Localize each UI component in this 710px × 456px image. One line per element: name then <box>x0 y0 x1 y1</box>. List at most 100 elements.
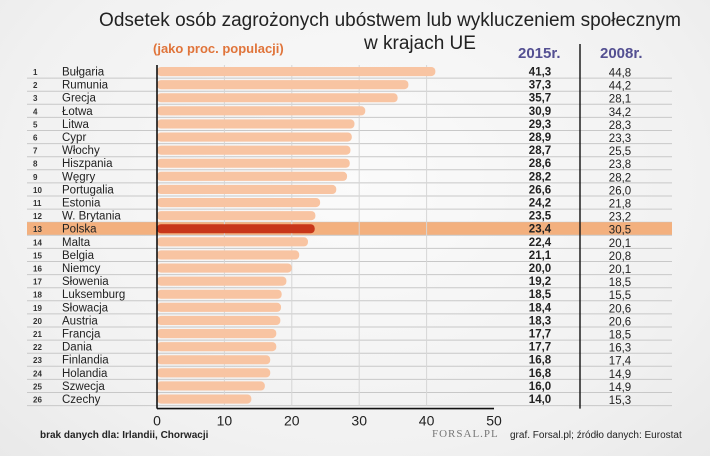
rank-label: 20 <box>33 317 42 326</box>
bar-Dania <box>157 342 277 352</box>
rank-label: 6 <box>33 134 38 143</box>
footnote: brak danych dla: Irlandii, Chorwacji <box>40 430 209 441</box>
value-2015: 19,2 <box>529 276 551 288</box>
chart-title-line2: w krajach UE <box>364 33 476 54</box>
value-2008: 20,6 <box>609 303 631 315</box>
rank-label: 12 <box>33 212 42 221</box>
rank-label: 4 <box>33 107 38 116</box>
bar-Niemcy <box>157 263 292 273</box>
value-2015: 18,3 <box>529 315 551 327</box>
value-2008: 20,1 <box>609 238 631 250</box>
country-label: Portugalia <box>62 184 114 196</box>
rank-label: 14 <box>33 238 42 247</box>
value-2015: 18,4 <box>529 302 552 314</box>
value-2015: 16,0 <box>529 381 551 393</box>
value-2008: 28,2 <box>609 172 631 184</box>
bar-Litwa <box>157 119 355 129</box>
value-2015: 30,9 <box>529 106 551 118</box>
value-2008: 20,1 <box>609 264 631 276</box>
bar-Francja <box>157 329 277 339</box>
country-label: Rumunia <box>62 80 109 92</box>
value-2015: 28,2 <box>529 171 551 183</box>
x-tick-label: 50 <box>486 413 502 429</box>
country-label: Słowenia <box>62 276 109 288</box>
value-2008: 18,5 <box>609 330 631 342</box>
bar-Bułgaria <box>157 67 436 77</box>
value-2015: 37,3 <box>529 80 551 92</box>
country-label: Hiszpania <box>62 158 113 170</box>
value-2008: 30,5 <box>609 225 631 237</box>
value-2008: 18,5 <box>609 277 631 289</box>
country-label: Grecja <box>62 93 96 105</box>
chart-subtitle: (jako proc. populacji) <box>153 41 284 56</box>
value-2015: 26,6 <box>529 184 551 196</box>
country-label: Holandia <box>62 368 108 380</box>
value-2015: 29,3 <box>529 119 551 131</box>
value-2015: 20,0 <box>529 263 551 275</box>
value-2015: 35,7 <box>529 93 551 105</box>
value-2008: 34,2 <box>609 107 631 119</box>
bar-Finlandia <box>157 355 271 365</box>
rank-label: 5 <box>33 120 38 129</box>
value-2008: 25,5 <box>609 146 631 158</box>
column-header-2008: 2008r. <box>600 45 643 62</box>
bar-Czechy <box>157 394 252 404</box>
value-2015: 28,7 <box>529 145 551 157</box>
x-tick-label: 40 <box>419 413 435 429</box>
value-2008: 28,1 <box>609 94 631 106</box>
rank-label: 25 <box>33 382 42 391</box>
bar-Rumunia <box>157 80 409 90</box>
country-label: Luksemburg <box>62 289 125 301</box>
bar-Belgia <box>157 250 300 260</box>
rank-label: 1 <box>33 68 38 77</box>
bar-Szwecja <box>157 381 265 391</box>
column-header-2015: 2015r. <box>518 45 561 62</box>
value-2015: 22,4 <box>529 237 552 249</box>
value-2015: 16,8 <box>529 368 552 380</box>
value-2008: 23,2 <box>609 212 631 224</box>
bar-W. Brytania <box>157 211 316 221</box>
country-label: Niemcy <box>62 263 101 275</box>
country-label: Estonia <box>62 198 101 210</box>
country-label: Czechy <box>62 394 101 406</box>
rank-label: 26 <box>33 396 42 405</box>
value-2008: 26,0 <box>609 185 631 197</box>
country-label: Węgry <box>62 171 95 183</box>
bar-Hiszpania <box>157 158 350 168</box>
country-label: Litwa <box>62 119 89 131</box>
value-2008: 15,5 <box>609 290 631 302</box>
x-tick-label: 10 <box>217 413 233 429</box>
value-2008: 23,3 <box>609 133 631 145</box>
value-2008: 14,9 <box>609 369 631 381</box>
x-tick-label: 20 <box>284 413 300 429</box>
chart-title-line1: Odsetek osób zagrożonych ubóstwem lub wy… <box>99 10 681 31</box>
bar-Holandia <box>157 368 271 378</box>
rank-label: 19 <box>33 304 42 313</box>
bar-Estonia <box>157 198 321 208</box>
forsal-logo: FORSAL.PL <box>432 428 499 440</box>
value-2008: 14,9 <box>609 382 631 394</box>
country-label: Austria <box>62 315 98 327</box>
country-label: Bułgaria <box>62 67 105 79</box>
bar-Łotwa <box>157 106 366 116</box>
rank-label: 9 <box>33 173 38 182</box>
rank-label: 17 <box>33 278 42 287</box>
bar-Słowenia <box>157 276 287 286</box>
value-2015: 28,9 <box>529 132 551 144</box>
country-label: Polska <box>62 224 97 236</box>
rank-label: 15 <box>33 251 42 260</box>
value-2008: 20,8 <box>609 251 631 263</box>
rank-label: 18 <box>33 291 42 300</box>
rank-label: 10 <box>33 186 42 195</box>
value-2015: 16,8 <box>529 355 552 367</box>
country-label: Francja <box>62 329 101 341</box>
value-2008: 16,3 <box>609 343 631 355</box>
value-2008: 20,6 <box>609 316 631 328</box>
value-2008: 17,4 <box>609 356 632 368</box>
value-2008: 44,8 <box>609 68 631 80</box>
country-label: Malta <box>62 237 91 249</box>
bar-Grecja <box>157 93 398 103</box>
country-label: Finlandia <box>62 355 109 367</box>
rank-label: 23 <box>33 356 42 365</box>
